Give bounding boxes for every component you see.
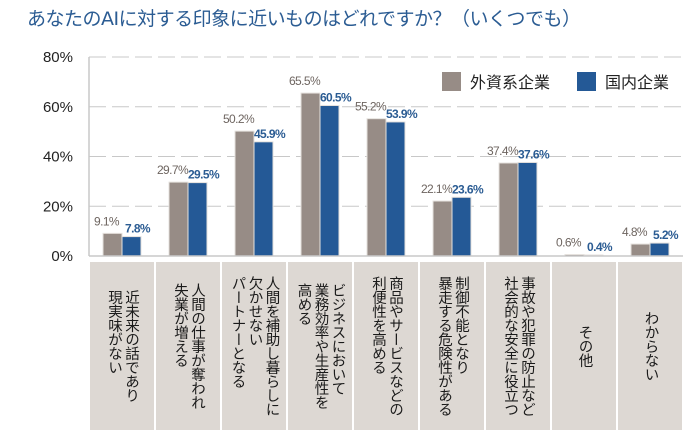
value-label-domestic: 23.6% <box>452 182 484 196</box>
legend-swatch-foreign <box>442 72 461 91</box>
value-label-domestic: 37.6% <box>518 147 550 161</box>
category-label: その他 <box>576 325 593 367</box>
y-tick-label: 0% <box>51 248 73 265</box>
category-label-wrapper: 近未来の話であり 現実味がない <box>90 262 154 430</box>
category-label: 近未来の話であり 現実味がない <box>106 290 139 402</box>
category-label-wrapper: 人間を補助し暮らしに 欠かせない パートナーとなる <box>222 262 286 430</box>
bar-foreign <box>366 118 387 257</box>
category-label: わからない <box>642 311 659 381</box>
bars <box>102 92 670 257</box>
category-label: 人間の仕事が奪われ 失業が増える <box>172 283 205 409</box>
chart-title: あなたのAIに対する印象に近いものはどれですか？（いくつでも） <box>27 8 581 30</box>
category-box <box>156 262 220 430</box>
bar-domestic <box>385 121 406 257</box>
value-label-foreign: 22.1% <box>421 182 453 196</box>
bar-foreign <box>432 200 453 257</box>
legend-label-foreign: 外資系企業 <box>470 73 550 92</box>
legend: 外資系企業 国内企業 <box>442 72 669 92</box>
legend-swatch-domestic <box>577 72 596 91</box>
category-label: 事故や犯罪の防止など 社会的な安全に役立つ <box>502 276 535 416</box>
category-label-wrapper: その他 <box>552 262 616 430</box>
bar-foreign <box>630 243 651 257</box>
value-label-foreign: 0.6% <box>556 236 582 250</box>
category-label-wrapper: わからない <box>618 262 682 430</box>
bar-domestic <box>187 182 208 257</box>
category-box <box>288 262 352 430</box>
bar-domestic <box>451 196 472 257</box>
value-labels: 9.1% 7.8% 29.7% 29.5% 50.2%45.9% 65.5% 60.5%55… <box>94 74 679 254</box>
y-axis-ticks: 0% 20% 40% 60% 80% <box>43 49 73 265</box>
category-label: 人間を補助し暮らしに 欠かせない パートナーとなる <box>229 276 280 416</box>
category-label-wrapper: ビジネスにおいて 業務効率や生産性を 高める <box>288 262 352 430</box>
y-tick-label: 40% <box>43 149 73 166</box>
y-tick-label: 20% <box>43 198 73 215</box>
value-label-domestic: 29.5% <box>188 168 220 182</box>
value-label-domestic: 45.9% <box>254 127 286 141</box>
value-label-foreign: 4.8% <box>622 225 648 239</box>
category-box <box>552 262 616 430</box>
category-box <box>420 262 484 430</box>
value-label-foreign: 29.7% <box>157 163 189 177</box>
category-label: 商品やサービスなどの 利便性を高める <box>370 276 403 416</box>
value-label-foreign: 9.1% <box>94 214 120 228</box>
bar-foreign <box>168 181 189 257</box>
category-box <box>354 262 418 430</box>
value-label-foreign: 55.2% <box>355 100 387 114</box>
value-label-domestic: 60.5% <box>320 91 352 105</box>
bar-foreign <box>234 130 255 257</box>
legend-label-domestic: 国内企業 <box>605 73 669 92</box>
category-label-wrapper: 人間の仕事が奪われ 失業が増える <box>156 262 220 430</box>
bar-foreign <box>498 162 519 257</box>
value-label-domestic: 7.8% <box>125 222 151 236</box>
category-label: 制御不能となり 暴走する危険性がある <box>436 276 469 416</box>
category-box <box>486 262 550 430</box>
value-label-domestic: 53.9% <box>386 107 418 121</box>
value-label-domestic: 0.4% <box>587 240 613 254</box>
category-label-wrapper: 事故や犯罪の防止など 社会的な安全に役立つ <box>486 262 550 430</box>
bar-foreign <box>300 92 321 257</box>
category-label-wrapper: 商品やサービスなどの 利便性を高める <box>354 262 418 430</box>
value-label-domestic: 5.2% <box>653 228 679 242</box>
category-box <box>618 262 682 430</box>
category-box <box>222 262 286 430</box>
bar-foreign <box>102 232 123 257</box>
bar-domestic <box>253 141 274 257</box>
category-box <box>90 262 154 430</box>
value-label-foreign: 50.2% <box>223 112 255 126</box>
category-label-wrapper: 制御不能となり 暴走する危険性がある <box>420 262 484 430</box>
value-label-foreign: 65.5% <box>289 74 321 88</box>
bar-domestic <box>319 105 340 257</box>
value-label-foreign: 37.4% <box>487 144 519 158</box>
y-tick-label: 60% <box>43 99 73 116</box>
bar-domestic <box>649 242 670 257</box>
y-tick-label: 80% <box>43 49 73 66</box>
bar-domestic <box>121 236 142 257</box>
bar-domestic <box>517 161 538 257</box>
category-label: ビジネスにおいて 業務効率や生産性を 高める <box>295 283 346 409</box>
